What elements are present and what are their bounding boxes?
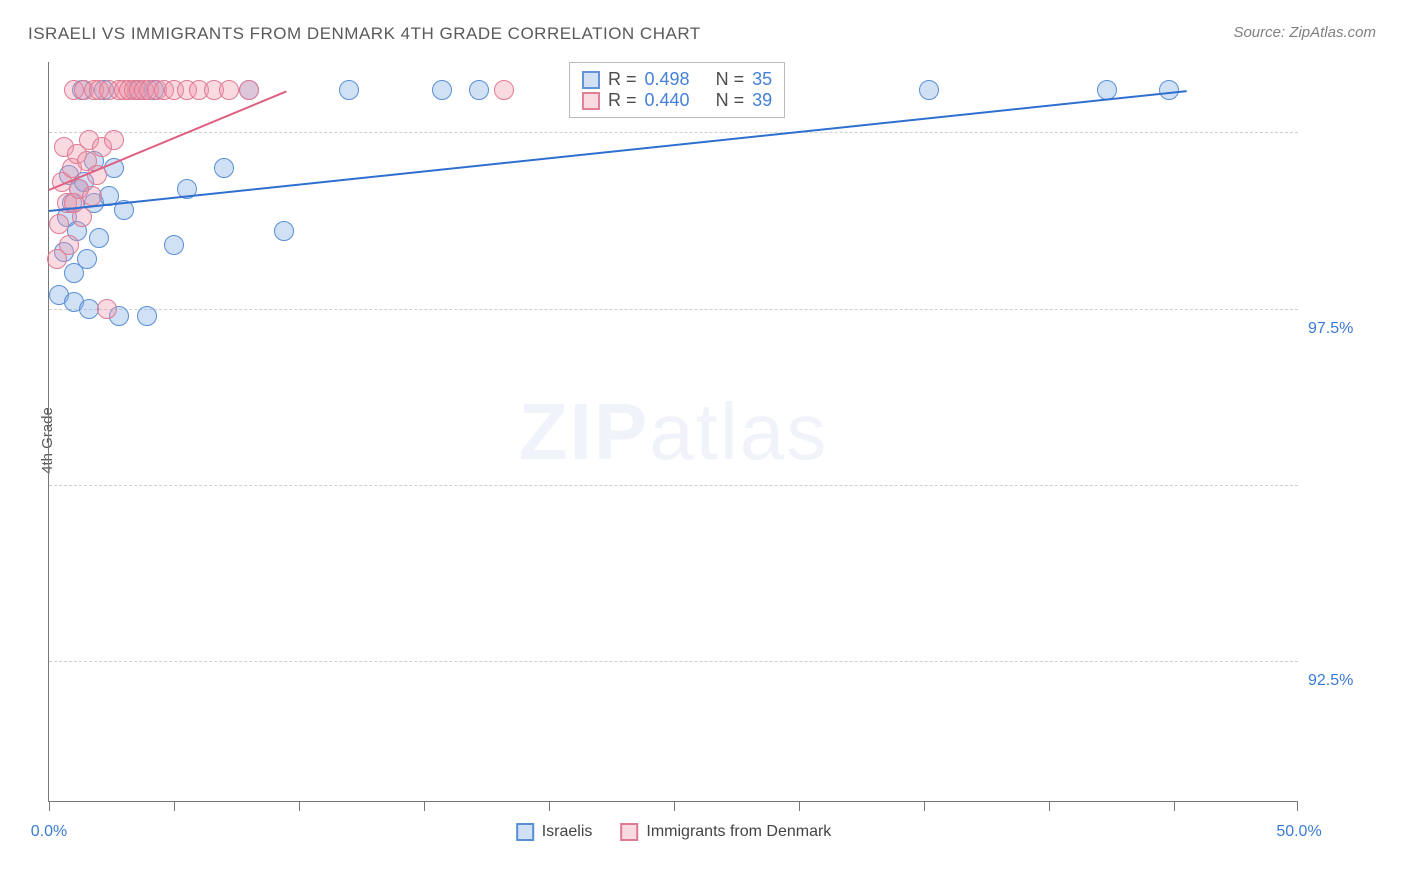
x-tick [674,801,675,811]
watermark-zip: ZIP [519,387,649,476]
data-point [219,80,239,100]
data-point [339,80,359,100]
x-tick-label: 0.0% [31,823,67,841]
x-tick [174,801,175,811]
legend-swatch [582,92,600,110]
data-point [104,130,124,150]
r-label: R = [608,69,637,90]
x-tick [799,801,800,811]
data-point [49,214,69,234]
legend-swatch [620,823,638,841]
data-point [97,299,117,319]
x-tick [1174,801,1175,811]
gridline [49,309,1298,310]
x-tick-label: 50.0% [1276,823,1321,841]
data-point [274,221,294,241]
legend-label: Immigrants from Denmark [646,823,831,841]
data-point [469,80,489,100]
data-point [494,80,514,100]
stats-legend: R = 0.498 N = 35 R = 0.440 N = 39 [569,62,785,118]
series-legend: Israelis Immigrants from Denmark [516,823,832,841]
watermark: ZIPatlas [519,386,828,478]
r-label: R = [608,90,637,111]
data-point [77,249,97,269]
legend-label: Israelis [542,823,593,841]
x-tick [299,801,300,811]
x-tick [424,801,425,811]
n-value: 35 [752,69,772,90]
data-point [89,228,109,248]
legend-swatch [516,823,534,841]
data-point [82,186,102,206]
y-tick-label: 92.5% [1308,672,1378,690]
y-tick-label: 97.5% [1308,320,1378,338]
source-attribution: Source: ZipAtlas.com [1233,24,1376,41]
data-point [72,207,92,227]
data-point [137,306,157,326]
r-value: 0.440 [645,90,690,111]
stats-row: R = 0.498 N = 35 [582,69,772,90]
legend-swatch [582,71,600,89]
gridline [49,485,1298,486]
legend-item: Immigrants from Denmark [620,823,831,841]
data-point [59,235,79,255]
gridline [49,661,1298,662]
r-value: 0.498 [645,69,690,90]
x-tick [549,801,550,811]
data-point [214,158,234,178]
scatter-plot: ZIPatlas 92.5%97.5%0.0%50.0%R =0.498 N =… [48,62,1298,802]
chart-title: ISRAELI VS IMMIGRANTS FROM DENMARK 4TH G… [28,24,701,44]
data-point [164,235,184,255]
n-label: N = [716,69,745,90]
x-tick [924,801,925,811]
gridline [49,132,1298,133]
x-tick [1049,801,1050,811]
stats-row: R = 0.440 N = 39 [582,90,772,111]
legend-item: Israelis [516,823,593,841]
watermark-atlas: atlas [649,387,828,476]
n-value: 39 [752,90,772,111]
x-tick [49,801,50,811]
n-label: N = [716,90,745,111]
data-point [239,80,259,100]
data-point [919,80,939,100]
x-tick [1297,801,1298,811]
data-point [432,80,452,100]
